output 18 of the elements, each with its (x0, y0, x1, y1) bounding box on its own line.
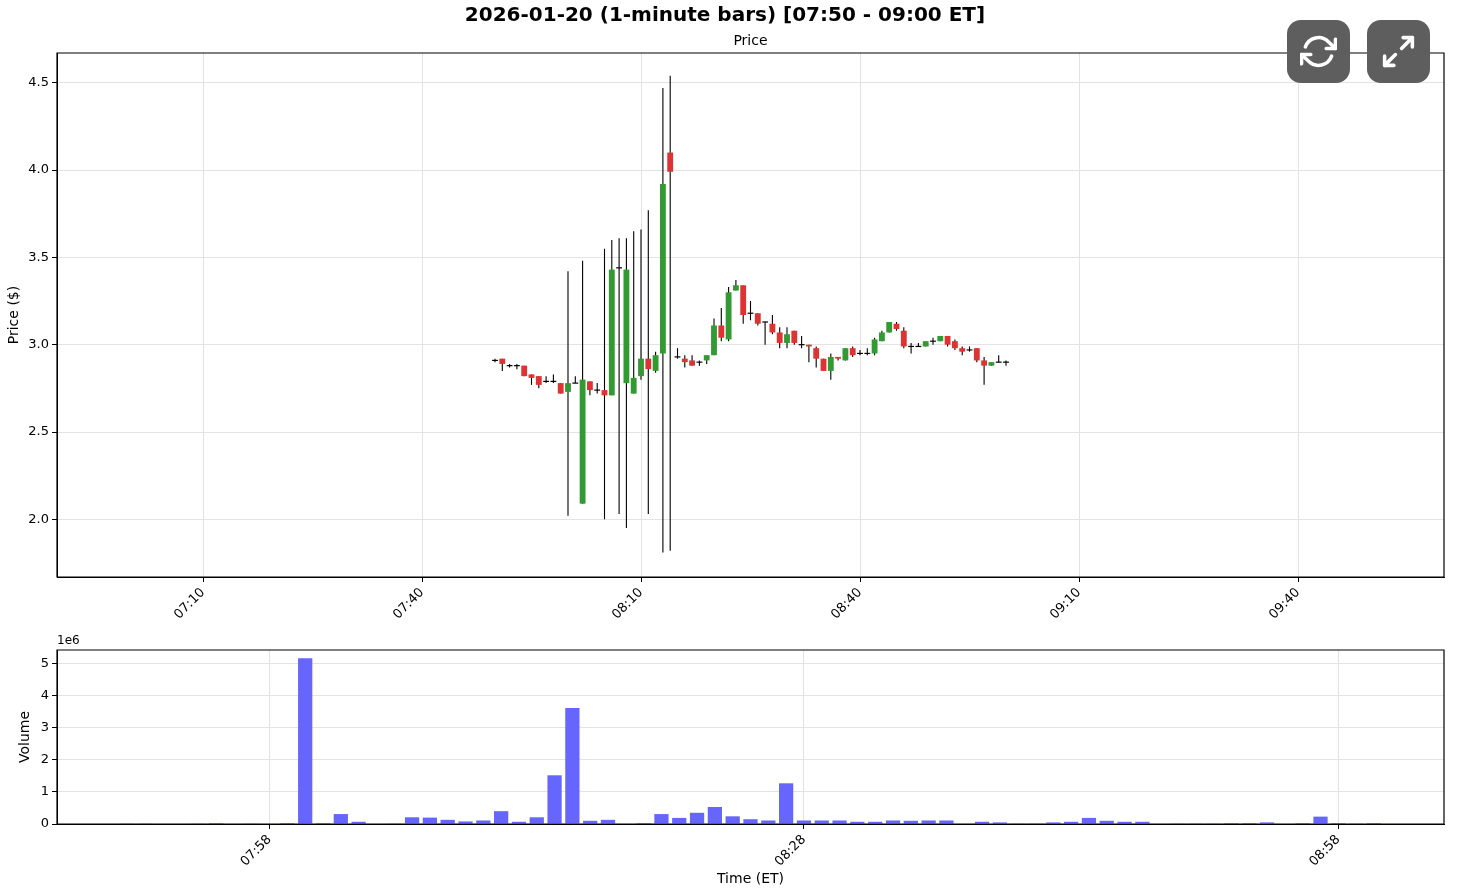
y-axis-title: Volume (16, 710, 33, 764)
y-tick-label: 4.5 (28, 74, 49, 90)
y-tick-label: 2 (40, 751, 49, 767)
y-tick-label: 2.5 (28, 423, 49, 439)
y-tick-label: 1 (40, 783, 49, 799)
x-axis-title: Time (ET) (715, 870, 785, 887)
y-tick-label: 3 (40, 719, 49, 735)
chart-title: 2026-01-20 (1-minute bars) [07:50 - 09:00 ET] (463, 1, 987, 27)
y-tick-label: 2.0 (28, 510, 49, 526)
y-tick-label: 4 (40, 687, 49, 703)
y-tick-label: 5 (40, 655, 49, 671)
text: 1e6 (57, 633, 80, 648)
y-axis-title: Price ($) (5, 285, 22, 345)
chart-subtitle: Price (733, 31, 768, 48)
y-tick-label: 4.0 (28, 161, 49, 177)
y-tick-label: 3.0 (28, 336, 49, 352)
y-tick-label: 3.5 (28, 248, 49, 264)
y-tick-label: 0 (40, 815, 49, 831)
